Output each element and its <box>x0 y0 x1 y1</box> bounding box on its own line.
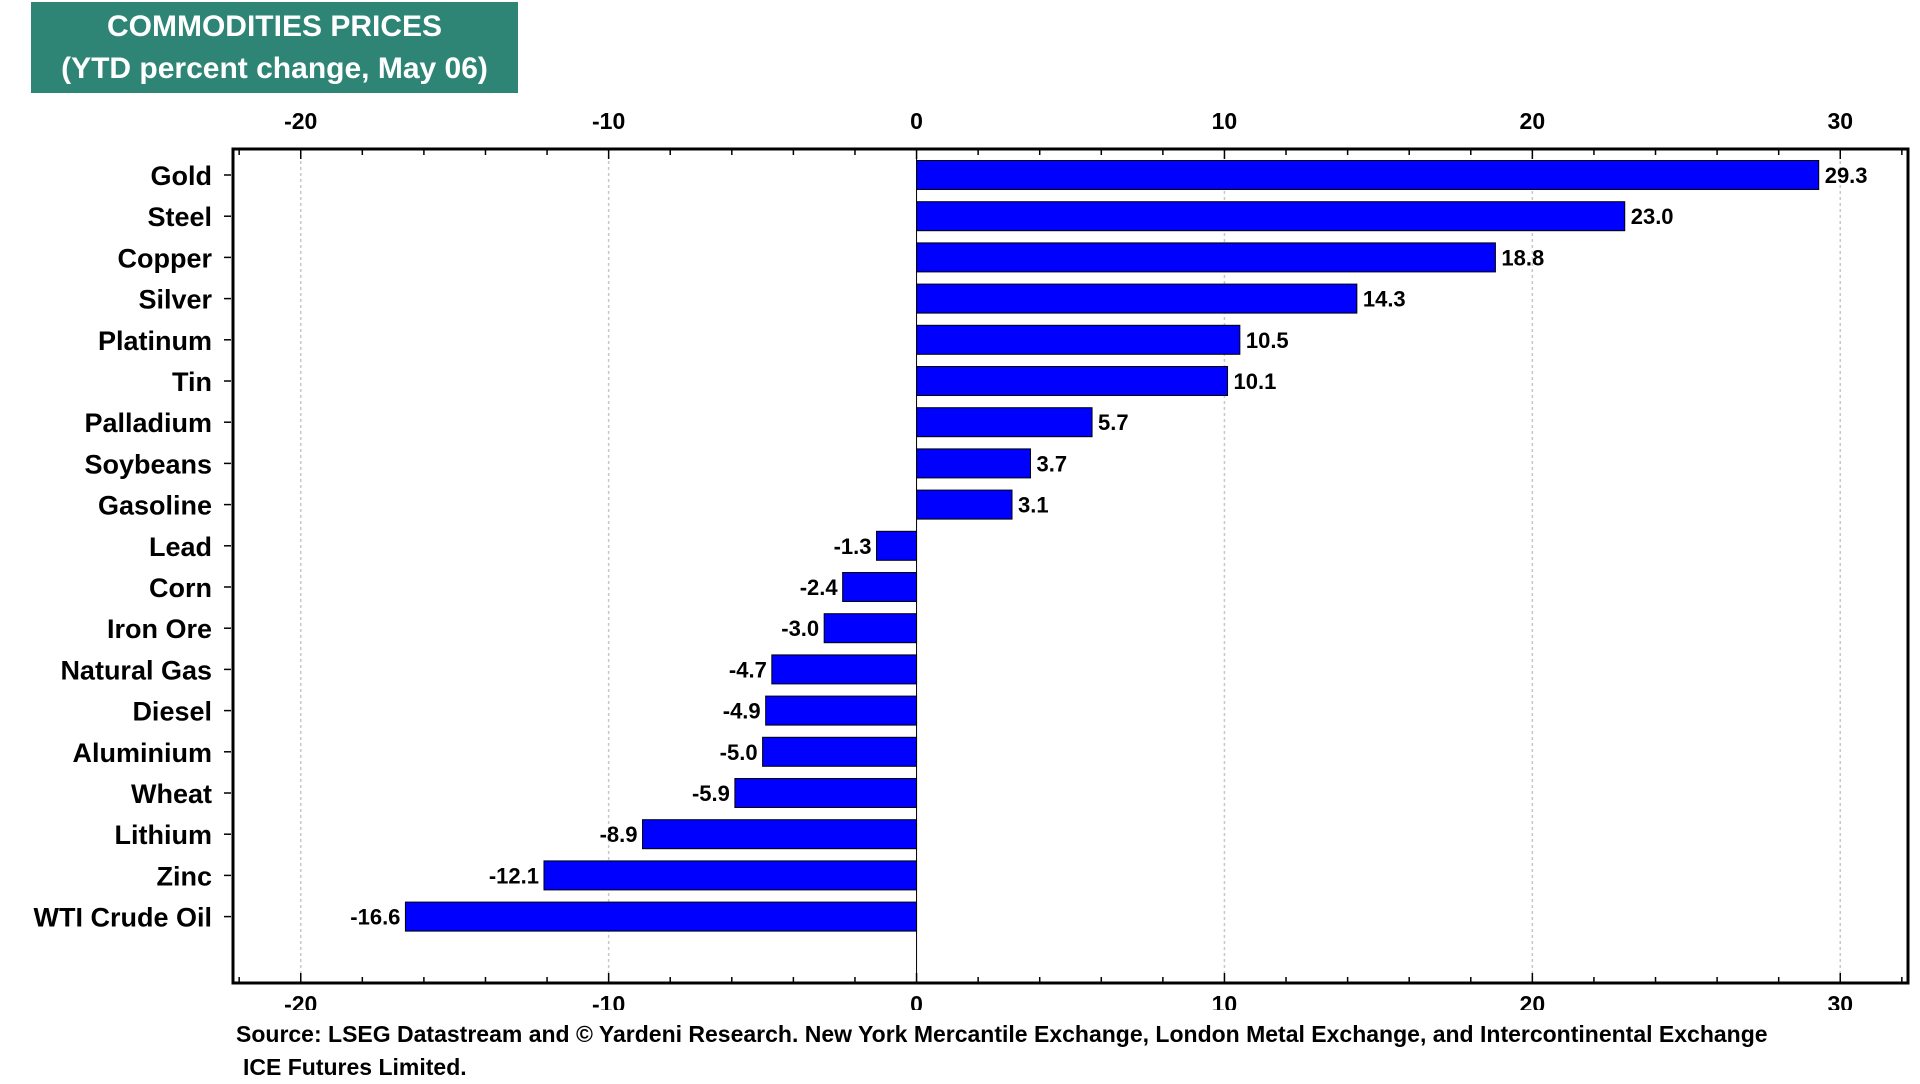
value-label: 5.7 <box>1098 410 1129 435</box>
category-label: Steel <box>147 202 212 232</box>
category-label: Copper <box>118 243 213 273</box>
bar-palladium <box>916 407 1093 438</box>
x-tick-label-bottom: -20 <box>284 991 317 1010</box>
bar-soybeans <box>916 448 1031 479</box>
source-line2: ICE Futures Limited. <box>243 1054 467 1080</box>
x-tick-label-bottom: -10 <box>592 991 625 1010</box>
value-label: 3.1 <box>1018 493 1049 518</box>
bar-wti-crude-oil <box>404 901 918 932</box>
category-label: Diesel <box>132 697 212 727</box>
bar-corn <box>842 572 918 602</box>
category-label: Corn <box>149 573 212 603</box>
value-label: -4.9 <box>723 699 761 724</box>
value-label: -5.9 <box>692 781 730 806</box>
category-label: Iron Ore <box>107 614 212 644</box>
value-label: 29.3 <box>1825 163 1868 188</box>
x-tick-label-top: -20 <box>284 108 317 134</box>
value-label: 3.7 <box>1036 451 1067 476</box>
value-label: 14.3 <box>1363 287 1406 312</box>
category-label: Palladium <box>84 408 212 438</box>
bar-chart: -20 -20 -10 -10 0 0 10 10 20 20 30 30 Gold Steel Coppe… <box>34 108 1910 1010</box>
bar-aluminium <box>762 736 918 767</box>
value-label: -12.1 <box>489 863 539 888</box>
bar-wheat <box>734 778 918 808</box>
x-tick-label-bottom: 10 <box>1212 991 1238 1010</box>
category-label: Aluminium <box>73 738 213 768</box>
category-label: WTI Crude Oil <box>34 903 213 933</box>
category-label: Tin <box>172 367 212 397</box>
chart-title: COMMODITIES PRICES (YTD percent change, … <box>31 2 518 93</box>
value-label: 18.8 <box>1501 245 1544 270</box>
bar-platinum <box>916 324 1241 355</box>
bar-lead <box>876 530 918 561</box>
bar-zinc <box>543 860 918 891</box>
axis-ticks <box>224 149 1903 983</box>
bar-lithium <box>642 819 918 850</box>
bar-gasoline <box>916 489 1013 520</box>
value-labels: 29.3 23.0 18.8 14.3 10.5 10.1 5.7 3.7 3.1 -1.3 -2.… <box>350 163 1867 930</box>
value-label: -2.4 <box>800 575 839 600</box>
bars <box>404 160 1820 932</box>
source-line1: Source: LSEG Datastream and © Yardeni Re… <box>236 1021 1768 1047</box>
value-label: 10.5 <box>1246 328 1289 353</box>
x-tick-label-top: 10 <box>1212 108 1238 134</box>
category-label: Platinum <box>98 326 212 356</box>
value-label: 10.1 <box>1234 369 1277 394</box>
axis-labels: -20 -20 -10 -10 0 0 10 10 20 20 30 30 Gold Steel Coppe… <box>34 108 1854 1010</box>
x-tick-label-top: 0 <box>910 108 923 134</box>
x-tick-label-top: -10 <box>592 108 625 134</box>
x-tick-label-top: 20 <box>1520 108 1546 134</box>
value-label: -3.0 <box>781 616 819 641</box>
chart-title-line1: COMMODITIES PRICES <box>106 10 443 43</box>
bar-tin <box>916 366 1229 396</box>
value-label: -1.3 <box>834 534 872 559</box>
bar-gold <box>916 160 1820 190</box>
x-tick-label-bottom: 0 <box>910 991 923 1010</box>
value-label: 23.0 <box>1631 204 1674 229</box>
x-tick-label-top: 30 <box>1827 108 1853 134</box>
x-tick-label-bottom: 30 <box>1827 991 1853 1010</box>
category-label: Gasoline <box>98 491 212 521</box>
category-label: Soybeans <box>84 449 212 479</box>
grid-lines <box>299 149 1842 983</box>
source-note: Source: LSEG Datastream and © Yardeni Re… <box>236 1018 1768 1084</box>
bar-steel <box>916 201 1626 232</box>
bar-diesel <box>765 695 918 726</box>
category-label: Lithium <box>115 820 212 850</box>
plot-frame <box>231 147 1910 985</box>
category-label: Natural Gas <box>60 655 212 685</box>
bar-iron-ore <box>823 613 918 644</box>
category-label: Silver <box>138 285 212 315</box>
bar-copper <box>916 242 1496 273</box>
value-label: -5.0 <box>720 740 758 765</box>
category-label: Gold <box>151 161 213 191</box>
value-label: -16.6 <box>350 905 400 930</box>
value-label: -4.7 <box>729 657 767 682</box>
bar-natural-gas <box>771 654 918 685</box>
category-label: Zinc <box>156 861 212 891</box>
bar-silver <box>916 283 1358 314</box>
category-label: Lead <box>149 532 212 562</box>
category-label: Wheat <box>131 779 212 809</box>
value-label: -8.9 <box>600 822 638 847</box>
x-tick-label-bottom: 20 <box>1520 991 1546 1010</box>
chart-title-line2: (YTD percent change, May 06) <box>61 52 488 85</box>
